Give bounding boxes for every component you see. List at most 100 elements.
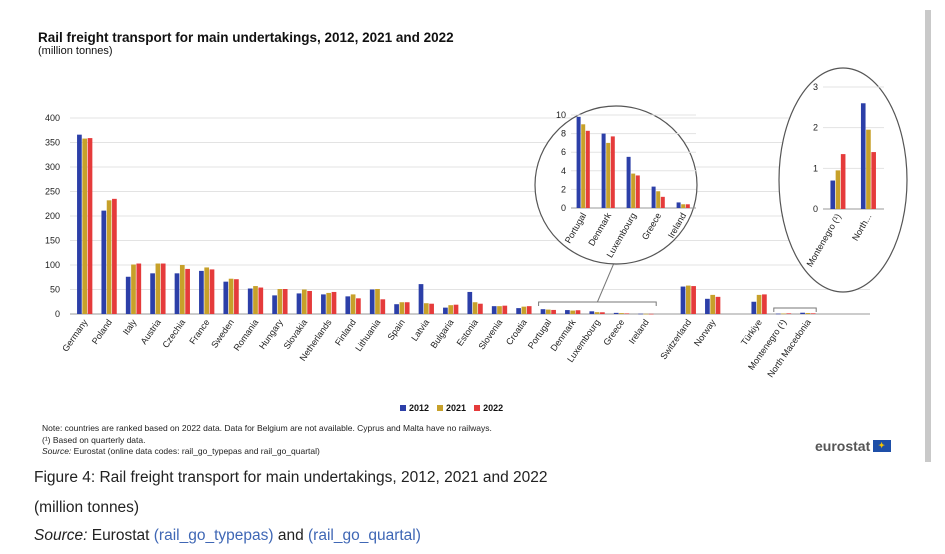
bar-estonia-2022 xyxy=(478,303,483,314)
note-line-1: Note: countries are ranked based on 2022… xyxy=(42,423,492,433)
zoom-bar-greece-2022 xyxy=(660,196,665,208)
bar-austria-2022 xyxy=(160,263,166,314)
bar-germany-2022 xyxy=(87,138,93,314)
bar-portugal-2012 xyxy=(540,309,546,314)
y-tick-label: 250 xyxy=(45,187,60,197)
chart-title: Rail freight transport for main undertak… xyxy=(38,30,454,45)
zoom-bar-denmark-2012 xyxy=(601,133,606,208)
bar-sweden-2022 xyxy=(234,279,239,314)
bar-montenegro-2012 xyxy=(775,313,781,315)
y-tick-label: 150 xyxy=(45,236,60,246)
zoom-bar-ireland-2012 xyxy=(676,202,681,208)
bar-germany-2021 xyxy=(82,138,88,314)
bar-denmark-2021 xyxy=(570,310,576,314)
bar-bulgaria-2012 xyxy=(443,307,448,314)
zoom-bar-denmark-2021 xyxy=(606,142,611,208)
bar-t-rkiye-2022 xyxy=(762,294,767,314)
bar-montenegro-2022 xyxy=(786,313,792,314)
figure-source-label: Source: xyxy=(34,527,88,544)
legend-item-2022: 2022 xyxy=(474,403,503,413)
zoom-bar-greece-2012 xyxy=(651,186,656,208)
zoom-y-tick-label: 4 xyxy=(561,166,566,176)
legend-item-2021: 2021 xyxy=(437,403,466,413)
zoom-y-tick-label: 6 xyxy=(561,147,566,157)
x-tick-label: Ireland xyxy=(627,317,651,345)
bar-portugal-2021 xyxy=(545,309,551,314)
bar-hungary-2012 xyxy=(272,295,277,314)
bar-luxembourg-2012 xyxy=(589,311,595,314)
bar-poland-2012 xyxy=(101,210,107,314)
x-tick-label: Latvia xyxy=(409,317,431,342)
legend-item-2012: 2012 xyxy=(400,403,429,413)
bar-hungary-2021 xyxy=(277,289,283,314)
bar-croatia-2021 xyxy=(521,306,527,314)
zoom-bar-ireland-2022 xyxy=(685,204,690,208)
leader-line-small-countries xyxy=(596,262,615,303)
bar-poland-2021 xyxy=(106,200,112,314)
x-tick-label: France xyxy=(187,317,211,346)
x-tick-label: Austria xyxy=(139,317,163,346)
bar-luxembourg-2022 xyxy=(600,312,605,314)
bar-slovenia-2022 xyxy=(502,305,508,314)
bar-austria-2021 xyxy=(155,263,161,314)
x-tick-label: Bulgaria xyxy=(429,317,456,350)
bar-lithuania-2012 xyxy=(369,289,375,314)
zoom-bar-montenegro-2022 xyxy=(840,154,846,209)
figure-unit: (million tonnes) xyxy=(34,499,140,516)
zoom-bar-north-2022 xyxy=(871,152,876,209)
bar-spain-2022 xyxy=(404,302,410,314)
bar-latvia-2021 xyxy=(423,303,429,314)
x-tick-label: Switzerland xyxy=(658,317,693,361)
bar-switzerland-2021 xyxy=(685,285,691,314)
zoom-bar-montenegro-2012 xyxy=(830,180,836,209)
figure-source-pre: Eurostat xyxy=(87,527,154,544)
zoom-bar-greece-2021 xyxy=(656,191,661,208)
bar-norway-2012 xyxy=(705,298,710,314)
zoom-bar-north-2021 xyxy=(866,129,871,209)
bar-t-rkiye-2012 xyxy=(751,301,757,314)
bar-slovakia-2021 xyxy=(301,289,307,314)
source-link-quartal[interactable]: (rail_go_quartal) xyxy=(308,527,421,544)
x-tick-label: Türkiye xyxy=(739,317,764,347)
note-source-label: Source: xyxy=(42,446,72,456)
figure-source: Source: Eurostat (rail_go_typepas) and (… xyxy=(34,527,421,545)
bar-greece-2012 xyxy=(613,312,619,314)
source-link-typepas[interactable]: (rail_go_typepas) xyxy=(153,527,274,544)
bar-croatia-2022 xyxy=(526,306,532,314)
bar-italy-2022 xyxy=(136,263,142,314)
bar-norway-2022 xyxy=(715,296,721,314)
bar-switzerland-2012 xyxy=(680,286,686,314)
bar-czechia-2012 xyxy=(174,273,180,314)
bar-france-2012 xyxy=(199,270,204,314)
bar-croatia-2012 xyxy=(516,308,521,314)
bar-slovenia-2012 xyxy=(491,306,497,314)
bar-poland-2022 xyxy=(112,198,117,314)
bar-north-macedonia-2021 xyxy=(805,313,811,314)
figure-caption: Figure 4: Rail freight transport for mai… xyxy=(34,469,548,486)
bar-spain-2012 xyxy=(394,304,399,314)
bar-montenegro-2021 xyxy=(781,313,786,315)
bar-bulgaria-2022 xyxy=(453,304,459,314)
x-tick-label: Estonia xyxy=(455,317,480,347)
bar-czechia-2022 xyxy=(185,268,190,314)
x-tick-label: Croatia xyxy=(504,317,529,347)
bar-norway-2021 xyxy=(710,294,716,314)
y-tick-label: 300 xyxy=(45,162,60,172)
bar-latvia-2022 xyxy=(429,303,434,314)
eurostat-logo: eurostat xyxy=(815,438,892,454)
bar-finland-2022 xyxy=(356,298,361,314)
legend-label-2021: 2021 xyxy=(446,403,467,413)
note-source: Source: Eurostat (online data codes: rai… xyxy=(42,446,492,458)
bar-france-2021 xyxy=(204,267,210,314)
chart-subtitle: (million tonnes) xyxy=(38,45,113,57)
zoom-y-tick-label: 2 xyxy=(561,184,566,194)
zoom-bar-north-2012 xyxy=(860,103,866,209)
bar-sweden-2021 xyxy=(228,278,234,314)
bar-slovenia-2021 xyxy=(497,306,502,314)
zoom-y-tick-label: 2 xyxy=(813,123,818,133)
legend-label-2022: 2022 xyxy=(483,403,504,413)
